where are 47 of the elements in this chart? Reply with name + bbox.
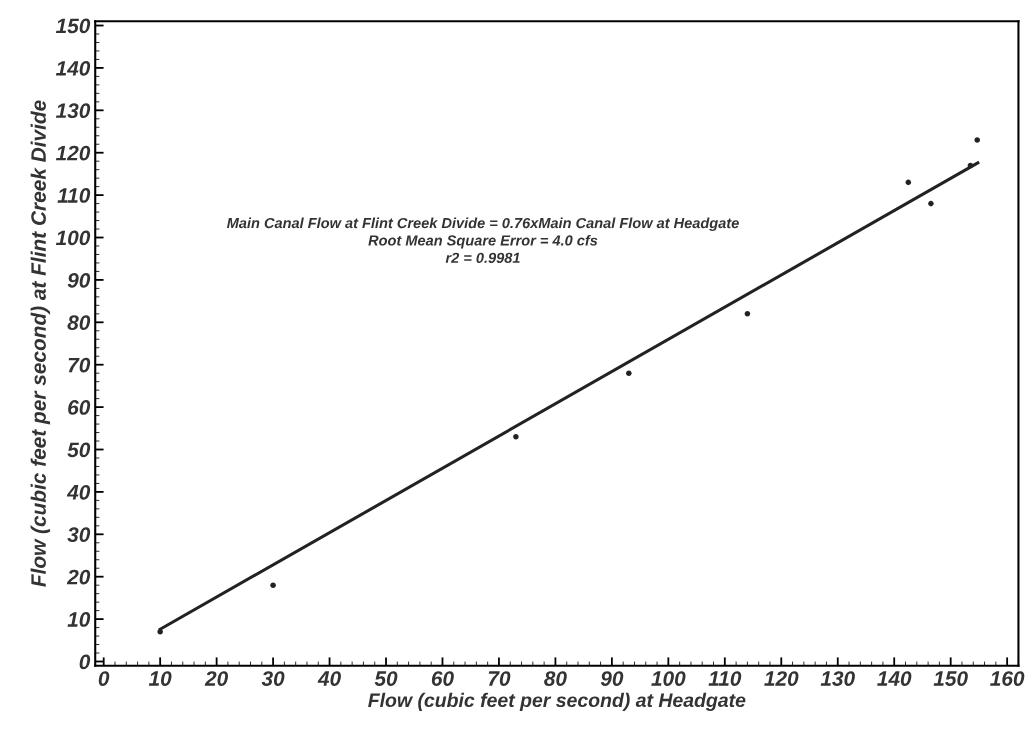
x-tick-label: 40 [317,671,341,686]
y-tick-label: 30 [67,527,91,543]
y-tick-label: 10 [67,612,91,627]
y-tick-label: 40 [66,484,91,500]
x-tick-label: 150 [933,671,968,686]
x-tick-label: 50 [374,671,398,686]
x-tick-label: 130 [820,671,855,686]
point [744,311,751,317]
y-tick-label: 120 [55,145,91,161]
x-tick-label: 80 [544,671,567,686]
x-tick-label: 120 [764,671,799,686]
x-tick-label: 160 [990,671,1025,686]
y-tick-label: 100 [55,230,91,246]
x-tick-label: 60 [431,671,454,686]
y-tick-label: 20 [66,569,91,585]
y-tick-label: 110 [57,188,91,203]
point [905,179,912,186]
y-tick-label: 0 [79,654,91,670]
y-tick-label: 140 [55,60,91,76]
x-tick-label: 70 [488,671,511,686]
point [928,200,934,207]
x-tick-label: 0 [98,671,110,686]
y-tick-label: 90 [67,272,91,288]
point [967,162,974,169]
y-tick-label: 80 [67,315,91,331]
point [626,370,632,376]
x-tick-label: 90 [600,671,624,686]
point [270,582,276,588]
x-tick-label: 20 [204,671,229,686]
annotation: Root Mean Square Error = 4.0 cfs [368,234,598,249]
x-tick-label: 140 [877,671,912,686]
point [513,434,519,440]
y-tick-label: 70 [68,357,91,373]
y-tick-label: 60 [68,400,91,415]
point [974,137,980,143]
annotation: r2 = 0.9981 [445,252,520,263]
x-axis-title: Flow (cubic feet per second) at Headgate [368,692,746,711]
x-tick-label: 100 [651,671,686,686]
y-tick-label: 130 [55,103,91,119]
annotation: Main Canal Flow at Flint Creek Divide = 0.76xMain Canal Flow at Headgate [226,217,739,232]
point [157,629,163,635]
y-tick-label: 150 [55,18,91,34]
y-axis-title: Flow (cubic feet per second) at Flint Creek Divide [30,100,51,587]
x-tick-label: 110 [708,671,742,686]
y-tick-label: 50 [67,442,91,458]
x-tick-label: 30 [261,671,285,686]
x-tick-label: 10 [148,671,172,686]
